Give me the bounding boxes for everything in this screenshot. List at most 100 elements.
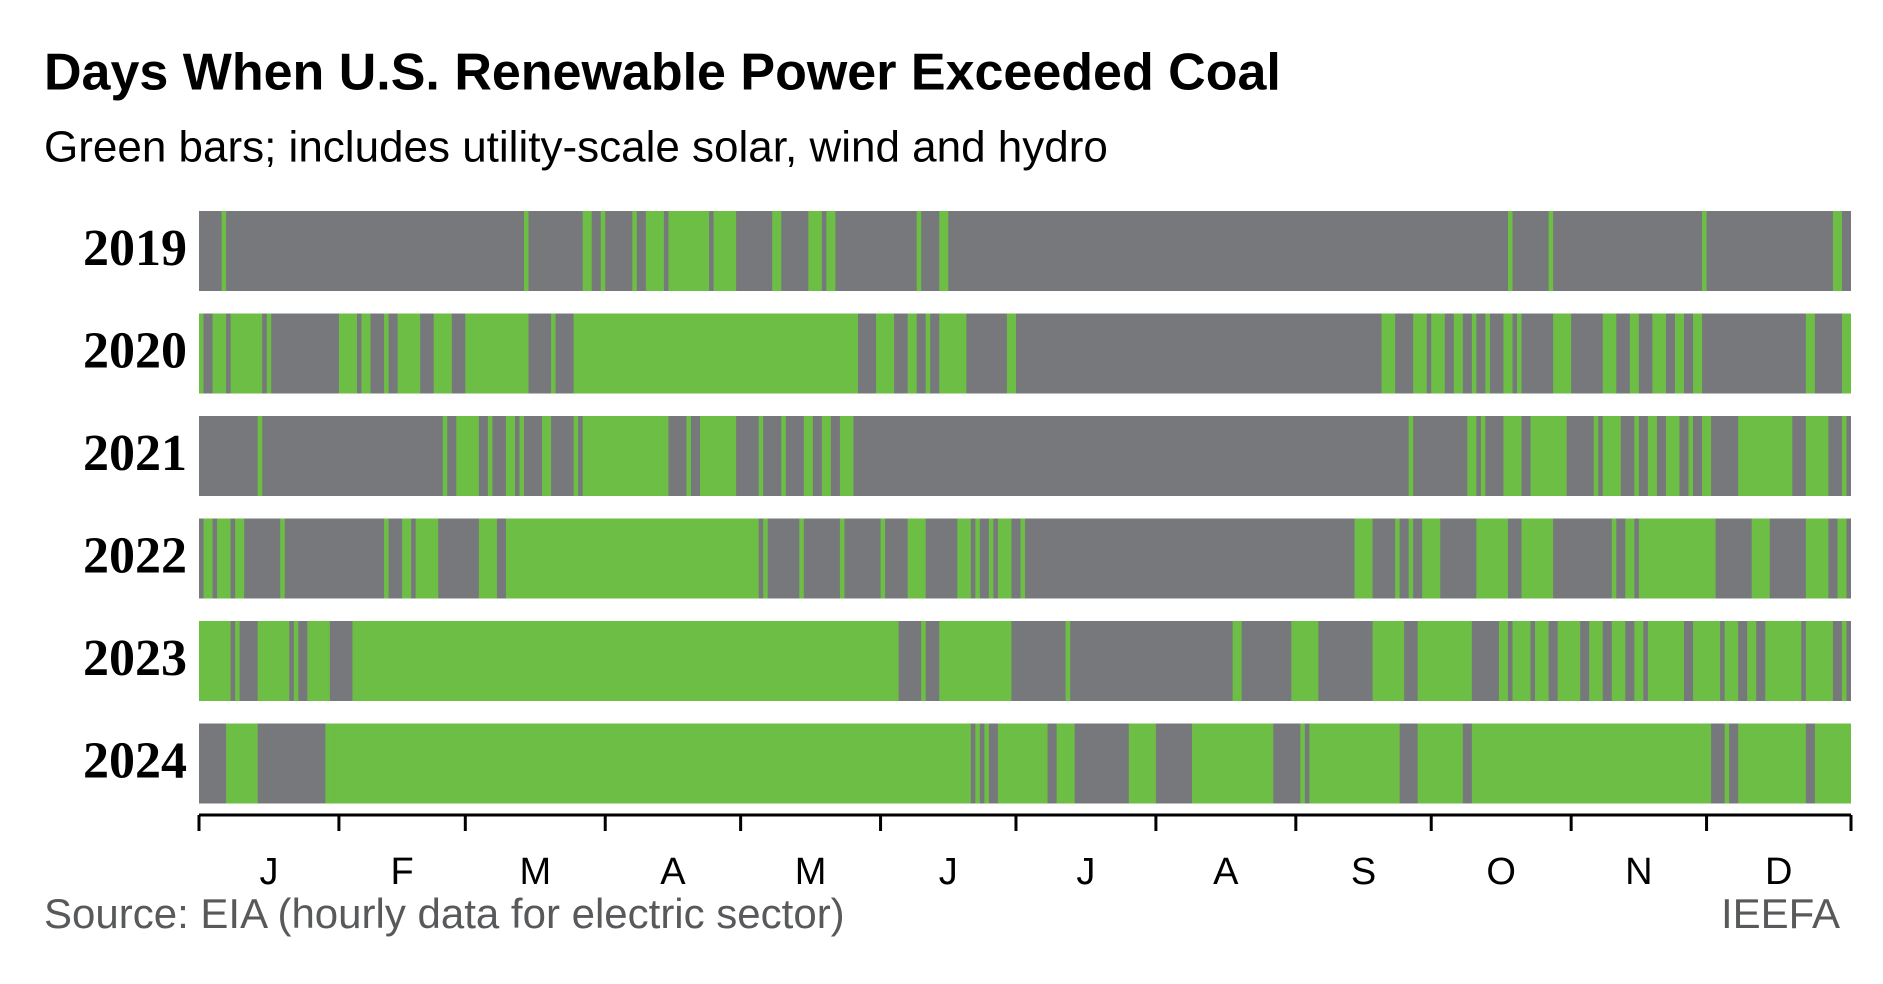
green-day-span [1516, 313, 1522, 394]
green-day-span [1747, 621, 1757, 701]
green-day-span [1602, 416, 1621, 496]
green-day-span [921, 621, 926, 701]
green-day-span [939, 621, 1012, 701]
credit: IEEFA [1721, 890, 1840, 937]
green-day-span [997, 723, 1048, 804]
green-day-span [519, 416, 524, 496]
green-day-span [523, 211, 529, 291]
green-day-span [1837, 518, 1847, 599]
green-day-span [758, 416, 764, 496]
green-day-span [1634, 416, 1639, 496]
chart-subtitle: Green bars; includes utility-scale solar… [44, 123, 1108, 172]
green-day-span [257, 416, 263, 496]
green-day-span [876, 313, 895, 394]
green-day-span [1480, 416, 1486, 496]
row-background [199, 211, 1851, 291]
green-day-span [266, 313, 272, 394]
green-day-span [433, 313, 452, 394]
green-day-span [1192, 723, 1274, 804]
green-day-span [1647, 416, 1657, 496]
green-day-span [1431, 313, 1445, 394]
green-day-span [1805, 621, 1833, 701]
green-day-span [230, 313, 263, 394]
green-day-span [1841, 313, 1851, 394]
green-day-span [700, 416, 737, 496]
green-day-span [1476, 518, 1508, 599]
green-day-span [1724, 723, 1730, 804]
green-day-span [1674, 313, 1684, 394]
green-day-span [551, 313, 556, 394]
green-day-span [1841, 416, 1847, 496]
green-day-span [1665, 416, 1680, 496]
green-day-span [939, 211, 949, 291]
month-label: J [259, 851, 278, 893]
year-label: 2023 [83, 630, 187, 687]
green-day-span [542, 416, 552, 496]
green-day-span [199, 313, 204, 394]
green-day-span [1841, 621, 1847, 701]
green-day-span [1629, 313, 1639, 394]
green-day-span [1291, 621, 1319, 701]
green-day-span [397, 313, 421, 394]
green-day-span [1453, 313, 1463, 394]
green-day-span [645, 211, 664, 291]
green-day-span [600, 211, 606, 291]
green-day-span [975, 723, 980, 804]
year-label: 2022 [83, 527, 187, 584]
green-day-span [1625, 518, 1635, 599]
green-day-span [415, 518, 439, 599]
green-day-span [1417, 621, 1472, 701]
green-day-span [1702, 211, 1707, 291]
green-day-span [1395, 518, 1400, 599]
source: Source: EIA (hourly data for electric se… [44, 890, 845, 937]
month-label: M [519, 851, 551, 893]
green-day-span [713, 211, 737, 291]
green-day-span [1408, 416, 1414, 496]
green-day-span [1006, 313, 1016, 394]
green-day-span [1503, 313, 1513, 394]
green-day-span [1548, 211, 1554, 291]
green-day-span [1589, 621, 1603, 701]
green-day-span [442, 416, 448, 496]
green-day-span [808, 211, 822, 291]
green-day-span [1467, 416, 1477, 496]
green-day-span [1611, 621, 1626, 701]
green-day-span [1738, 416, 1793, 496]
green-day-span [338, 313, 357, 394]
green-day-span [217, 518, 231, 599]
green-day-span [465, 313, 515, 394]
green-day-span [384, 518, 389, 599]
green-day-span [957, 518, 971, 599]
month-label: N [1625, 851, 1652, 893]
green-day-span [307, 621, 330, 701]
green-day-span [975, 518, 980, 599]
green-day-span [1751, 518, 1770, 599]
green-day-span [199, 621, 231, 701]
green-day-span [1693, 621, 1721, 701]
green-day-span [1309, 723, 1400, 804]
green-day-span [325, 723, 335, 804]
green-day-span [1512, 621, 1531, 701]
green-day-span [226, 723, 258, 804]
green-day-span [505, 518, 759, 599]
green-day-span [352, 621, 899, 701]
year-label: 2024 [83, 732, 187, 789]
green-day-span [402, 518, 412, 599]
green-day-span [925, 313, 931, 394]
green-day-span [907, 518, 926, 599]
green-day-span [1530, 416, 1567, 496]
year-label: 2021 [83, 425, 187, 482]
green-day-span [487, 416, 493, 496]
green-day-span [1056, 723, 1075, 804]
green-day-span [839, 518, 845, 599]
green-day-span [1413, 313, 1427, 394]
green-day-span [1507, 211, 1513, 291]
green-day-span [839, 416, 854, 496]
green-day-span [916, 211, 922, 291]
green-day-span [1765, 621, 1802, 701]
green-day-span [1498, 621, 1508, 701]
green-day-span [1557, 621, 1581, 701]
green-day-span [1634, 621, 1644, 701]
green-day-span [668, 211, 710, 291]
green-day-span [203, 518, 213, 599]
